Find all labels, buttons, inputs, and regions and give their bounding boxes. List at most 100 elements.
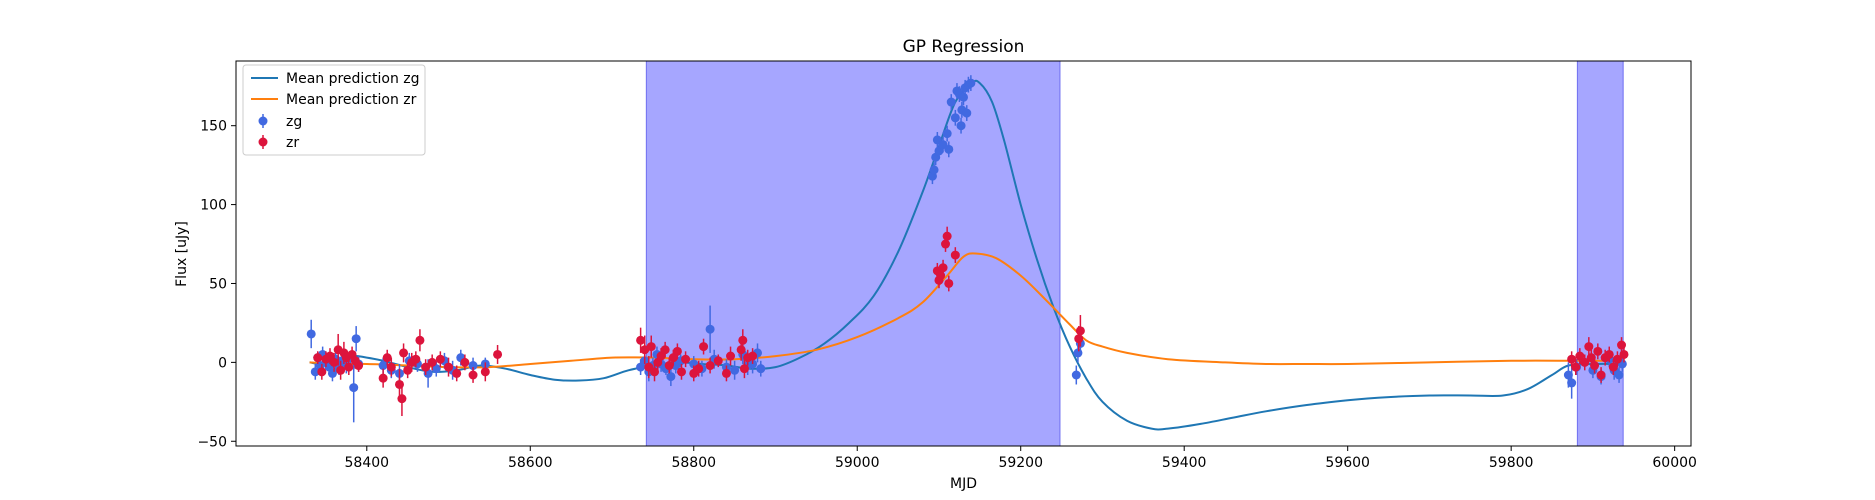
zr-data-point	[317, 363, 327, 380]
zr-marker	[721, 368, 731, 378]
zr-data-point	[1575, 348, 1585, 364]
x-tick-label: 59600	[1325, 455, 1370, 471]
zg-marker	[468, 361, 478, 371]
zr-data-point	[421, 359, 431, 375]
zr-marker	[452, 368, 462, 378]
y-tick-label: −50	[197, 434, 227, 450]
zr-data-point	[493, 345, 503, 364]
zr-marker	[726, 351, 736, 361]
zr-data-point	[944, 275, 954, 292]
zr-data-point	[411, 351, 421, 368]
legend-zr-line-label: Mean prediction zr	[286, 92, 417, 108]
zr-marker	[1590, 361, 1600, 371]
zg-data-point	[306, 319, 316, 349]
zr-marker	[738, 335, 748, 345]
zr-data-point	[1608, 359, 1618, 375]
zg-data-point	[310, 363, 320, 380]
y-tick-label: 150	[200, 119, 227, 135]
zr-data-point	[1604, 346, 1614, 363]
zr-marker	[411, 354, 421, 364]
zg-marker	[730, 365, 740, 375]
zr-marker	[354, 361, 364, 371]
zg-data-point	[705, 305, 715, 353]
zr-data-point	[354, 359, 364, 372]
axes-frame	[235, 60, 1692, 447]
x-tick-label: 59800	[1489, 455, 1534, 471]
zr-data-point	[1593, 343, 1603, 360]
zr-marker	[646, 342, 656, 352]
zg-marker	[1614, 370, 1624, 380]
zr-data-point	[1619, 346, 1629, 363]
zg-marker	[942, 129, 952, 139]
zr-data-point	[1596, 367, 1606, 383]
mean-prediction-line-zg	[309, 79, 1622, 431]
zg-marker	[1071, 370, 1081, 380]
zr-marker	[676, 367, 686, 377]
zr-marker	[427, 357, 437, 367]
legend-zg-marker-swatch	[258, 116, 268, 126]
zg-marker	[349, 383, 359, 393]
zr-data-point	[1571, 359, 1581, 375]
zr-data-point	[403, 362, 413, 379]
zr-marker	[399, 348, 409, 358]
zr-data-point	[435, 351, 445, 368]
zg-marker	[959, 92, 968, 102]
zr-marker	[748, 351, 758, 361]
zr-data-point	[444, 357, 454, 377]
zr-marker	[415, 335, 425, 345]
zr-marker	[1580, 357, 1590, 367]
zg-data-point	[966, 75, 976, 91]
zr-marker	[636, 335, 646, 345]
zr-data-point	[646, 335, 656, 358]
x-tick-label: 59200	[998, 455, 1043, 471]
zr-marker	[421, 362, 431, 372]
zr-data-point	[681, 351, 691, 368]
x-axis-label: MJD	[950, 476, 977, 492]
x-tick-label: 59000	[835, 455, 880, 471]
zr-data-point	[1075, 315, 1085, 347]
zr-marker	[941, 239, 951, 249]
legend-zg-label: zg	[286, 114, 302, 130]
zr-data-point	[344, 359, 354, 375]
zg-data-point	[666, 367, 676, 387]
zr-data-point	[699, 338, 709, 355]
zr-data-point	[415, 329, 425, 352]
shaded-region-1	[1576, 60, 1624, 447]
zr-data-point	[726, 346, 736, 366]
zr-marker	[938, 263, 948, 273]
legend-zr-label: zr	[286, 135, 299, 151]
zg-marker	[666, 372, 676, 382]
zg-marker	[306, 329, 316, 339]
legend: Mean prediction zg Mean prediction zr zg…	[242, 64, 426, 156]
zr-data-point	[1590, 357, 1600, 374]
zr-data-point	[660, 341, 670, 358]
zr-marker	[460, 357, 470, 367]
zr-marker	[942, 231, 952, 241]
zr-marker	[1575, 351, 1585, 361]
zg-marker	[950, 113, 960, 123]
legend-zg-line-label: Mean prediction zg	[286, 71, 420, 87]
zr-data-point	[664, 357, 674, 374]
zr-marker	[1593, 346, 1603, 356]
zr-data-point	[694, 360, 704, 377]
zr-data-point	[1580, 354, 1590, 371]
zr-marker	[1608, 362, 1618, 372]
x-tick-label: 58400	[345, 455, 390, 471]
zg-data-point	[1071, 365, 1081, 385]
zg-data-point	[351, 326, 361, 352]
zr-marker	[317, 367, 327, 377]
zg-data-point	[929, 161, 939, 178]
x-tick-label: 60000	[1652, 455, 1697, 471]
zr-marker	[344, 362, 354, 372]
zg-marker	[956, 121, 966, 131]
zr-marker	[713, 356, 723, 366]
zg-marker	[1563, 370, 1573, 380]
zr-marker	[444, 362, 454, 372]
shaded-region-0	[645, 60, 1061, 447]
zr-marker	[403, 365, 413, 375]
zr-data-point	[397, 381, 407, 417]
zr-marker	[329, 357, 339, 367]
x-tick-label: 59400	[1162, 455, 1207, 471]
zr-data-point	[1567, 351, 1577, 368]
